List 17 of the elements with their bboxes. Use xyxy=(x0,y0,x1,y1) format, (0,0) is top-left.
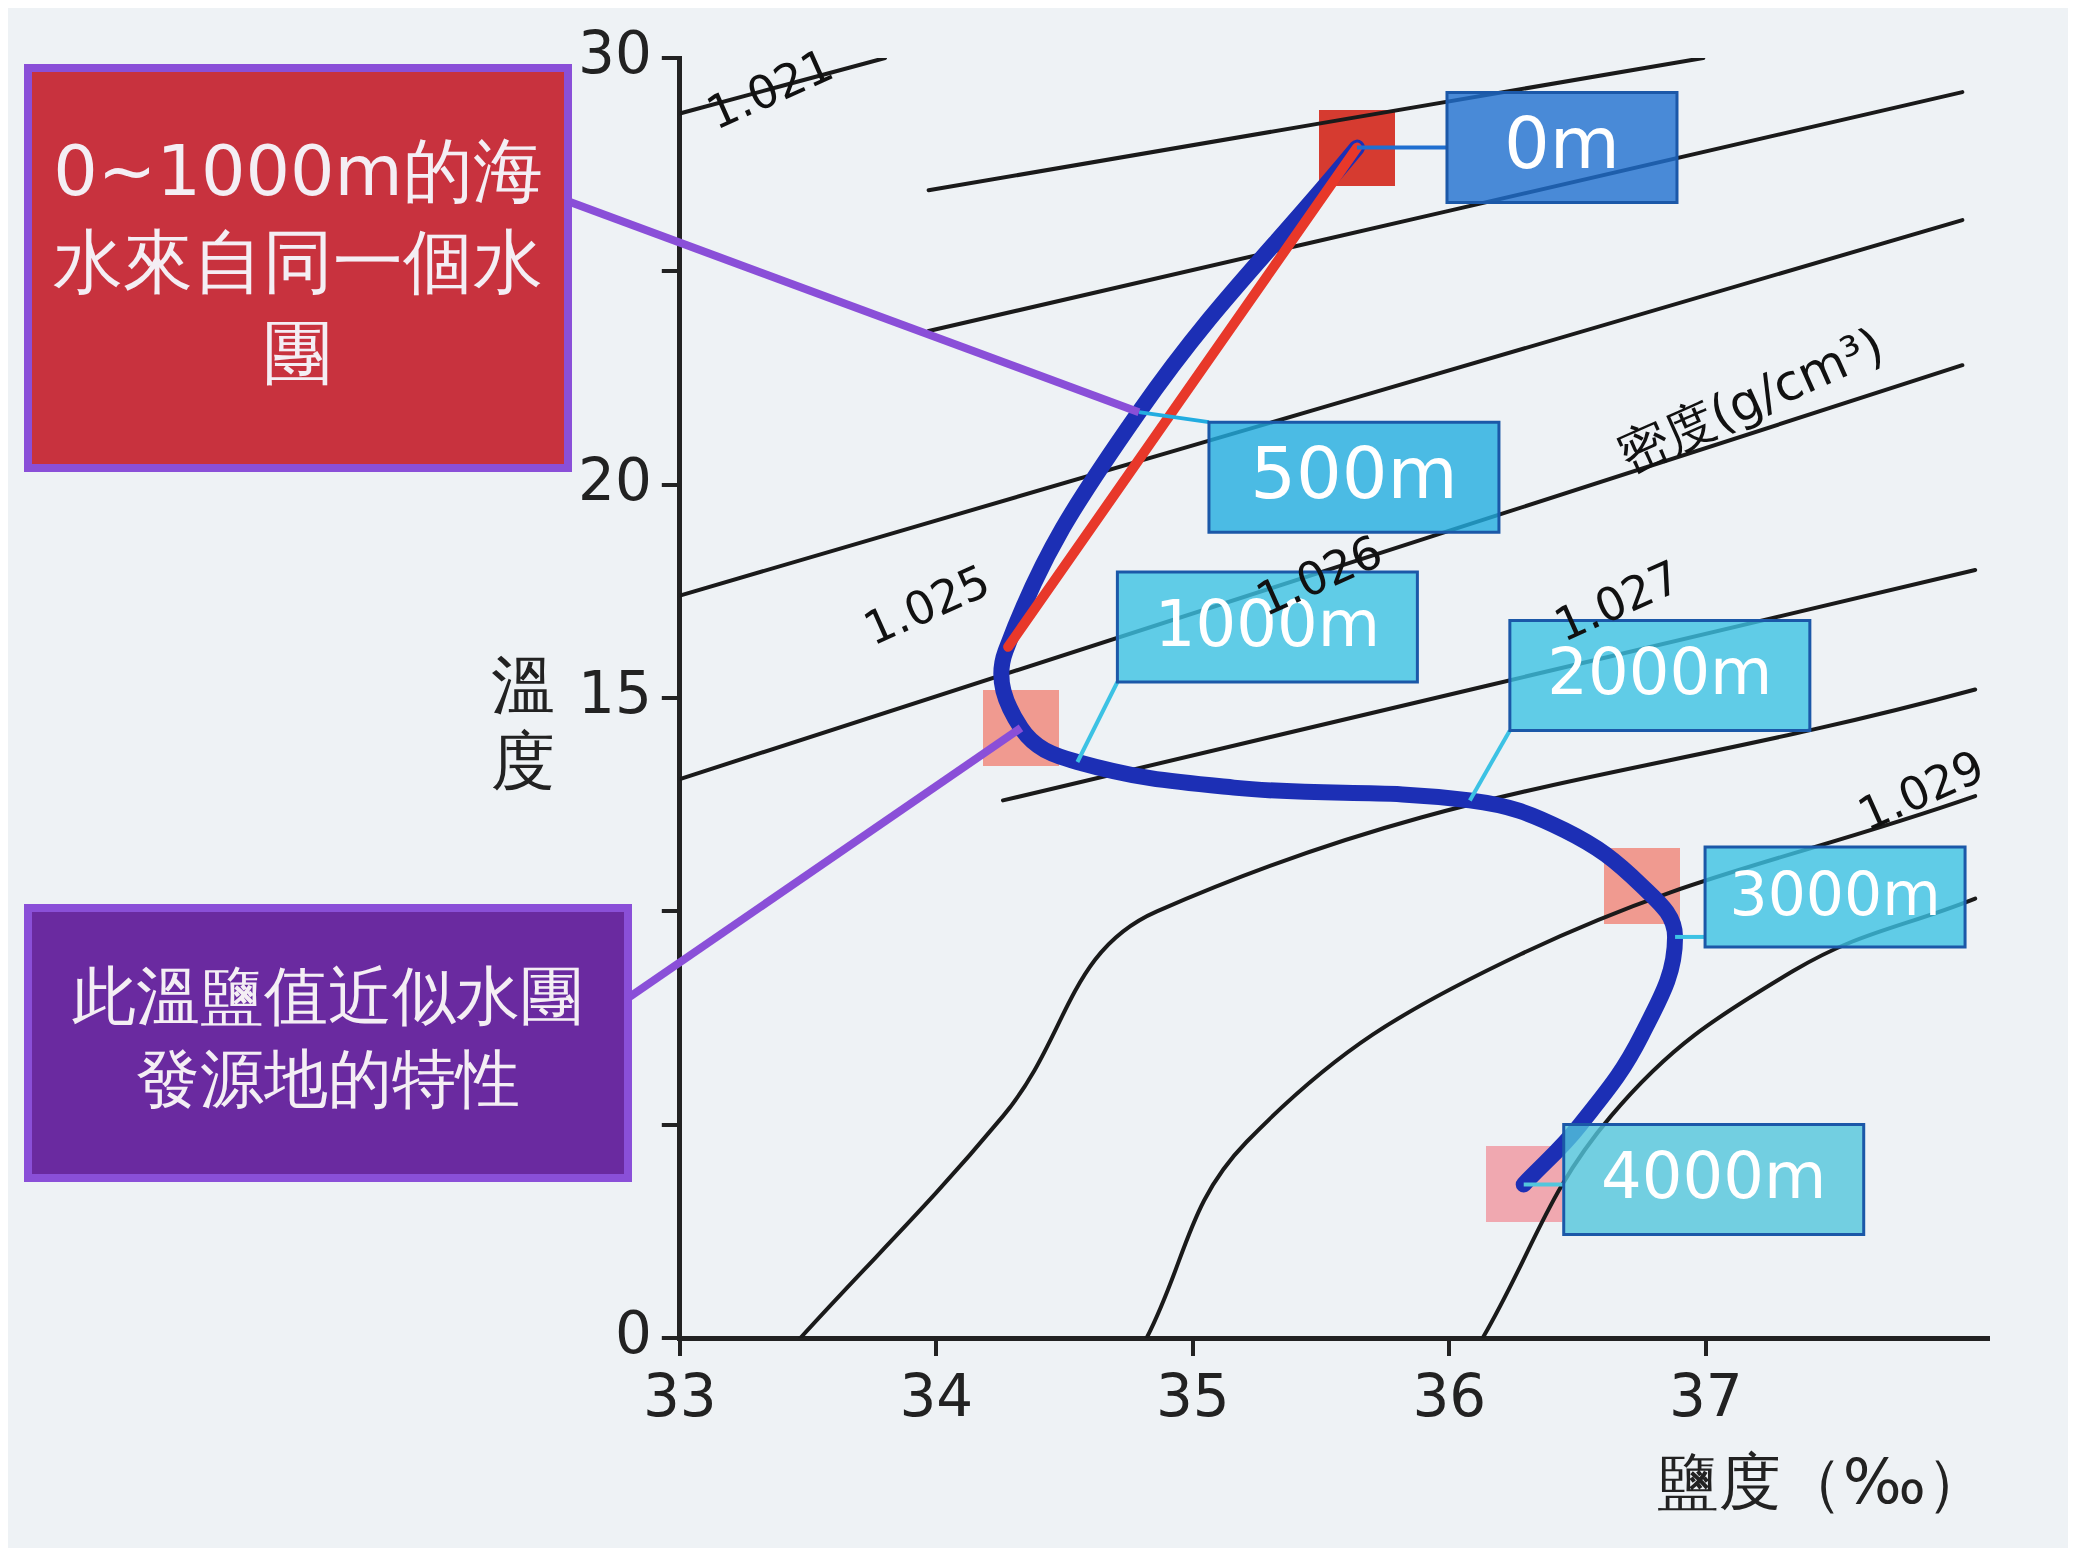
annotation: 1.021 xyxy=(698,37,841,141)
annotation: 4000m xyxy=(1601,1139,1827,1214)
annotation: 500m xyxy=(1250,430,1458,515)
annotation: 1.029 xyxy=(1849,738,1993,842)
x-tick-label: 35 xyxy=(1155,1361,1230,1430)
x-tick-label: 36 xyxy=(1412,1361,1487,1430)
y-tick-label: 15 xyxy=(577,659,652,728)
y-axis-title: 溫度 xyxy=(491,647,555,798)
y-tick-label: 30 xyxy=(577,19,652,88)
x-tick-label: 37 xyxy=(1668,1361,1743,1430)
annotation: 3000m xyxy=(1729,858,1941,929)
x-tick-label: 34 xyxy=(899,1361,974,1430)
annotation: 0m xyxy=(1504,101,1620,186)
annotation: 此溫鹽值近似水團發源地的特性 xyxy=(72,959,584,1117)
y-tick-label: 20 xyxy=(577,445,652,514)
x-axis-title: 鹽度（‰） xyxy=(1656,1444,1988,1518)
annotation: 0~1000m的海水來自同一個水團 xyxy=(53,130,543,395)
